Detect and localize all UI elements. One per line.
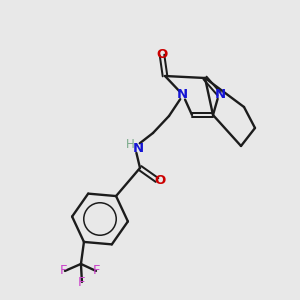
Text: F: F: [60, 264, 68, 278]
Text: H: H: [126, 139, 134, 152]
Text: N: N: [214, 88, 226, 100]
Text: N: N: [132, 142, 144, 154]
Text: F: F: [93, 264, 101, 278]
Text: N: N: [176, 88, 188, 101]
Text: O: O: [154, 173, 166, 187]
Text: F: F: [78, 276, 86, 290]
Text: O: O: [156, 49, 168, 62]
